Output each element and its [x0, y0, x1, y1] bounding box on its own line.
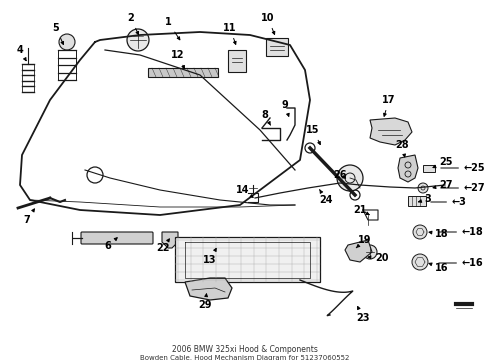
- Text: 3: 3: [418, 194, 430, 204]
- Polygon shape: [184, 278, 231, 300]
- Circle shape: [362, 245, 376, 259]
- Circle shape: [411, 254, 427, 270]
- Text: 8: 8: [261, 110, 270, 125]
- Text: 29: 29: [198, 294, 211, 310]
- Text: 24: 24: [319, 190, 332, 205]
- Text: 1: 1: [164, 17, 180, 40]
- Text: 16: 16: [428, 263, 448, 273]
- FancyBboxPatch shape: [81, 232, 153, 244]
- Circle shape: [412, 225, 426, 239]
- Text: ←25: ←25: [440, 163, 485, 173]
- Circle shape: [336, 165, 362, 191]
- Circle shape: [59, 34, 75, 50]
- Text: 11: 11: [223, 23, 236, 44]
- Text: 26: 26: [332, 170, 346, 180]
- FancyBboxPatch shape: [227, 50, 245, 72]
- Polygon shape: [162, 232, 178, 248]
- Text: 18: 18: [428, 229, 448, 239]
- Text: 5: 5: [53, 23, 63, 45]
- Text: 2006 BMW 325xi Hood & Components: 2006 BMW 325xi Hood & Components: [171, 346, 317, 355]
- Text: ←27: ←27: [440, 183, 485, 193]
- Text: 21: 21: [352, 205, 369, 215]
- Text: 6: 6: [104, 238, 117, 251]
- Text: 2: 2: [127, 13, 138, 35]
- Text: 7: 7: [23, 209, 34, 225]
- Text: 4: 4: [17, 45, 26, 61]
- FancyBboxPatch shape: [265, 38, 287, 56]
- Text: 13: 13: [203, 248, 216, 265]
- Text: 15: 15: [305, 125, 320, 145]
- Text: 10: 10: [261, 13, 274, 35]
- Text: 9: 9: [281, 100, 288, 116]
- Circle shape: [127, 29, 149, 51]
- FancyBboxPatch shape: [407, 196, 425, 206]
- Text: ←18: ←18: [438, 227, 483, 237]
- Polygon shape: [175, 237, 319, 282]
- Text: 14: 14: [236, 185, 253, 197]
- Circle shape: [417, 183, 427, 193]
- Text: ←3: ←3: [430, 197, 466, 207]
- Text: 17: 17: [382, 95, 395, 116]
- Text: 12: 12: [171, 50, 184, 68]
- Text: 23: 23: [356, 306, 369, 323]
- Text: 20: 20: [367, 253, 388, 263]
- Text: ←16: ←16: [438, 258, 483, 268]
- FancyBboxPatch shape: [422, 165, 434, 172]
- Polygon shape: [397, 155, 417, 182]
- Text: 27: 27: [432, 180, 452, 190]
- FancyBboxPatch shape: [148, 68, 218, 77]
- Text: 19: 19: [355, 235, 371, 248]
- Text: 22: 22: [156, 239, 169, 253]
- Polygon shape: [345, 240, 371, 262]
- Text: Bowden Cable, Hood Mechanism Diagram for 51237060552: Bowden Cable, Hood Mechanism Diagram for…: [140, 355, 348, 360]
- Text: 25: 25: [432, 157, 452, 168]
- Text: 28: 28: [394, 140, 408, 157]
- Polygon shape: [369, 118, 411, 145]
